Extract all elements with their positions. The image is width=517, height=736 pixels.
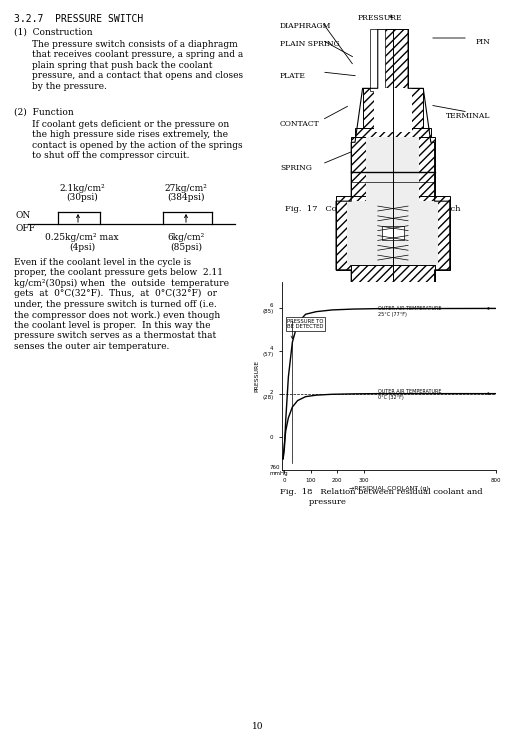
Bar <box>370 29 385 91</box>
Bar <box>362 88 423 132</box>
Bar <box>382 226 404 241</box>
Text: The pressure switch consists of a diaphragm
that receives coolant pressure, a sp: The pressure switch consists of a diaphr… <box>32 40 244 91</box>
Bar <box>378 29 408 91</box>
X-axis label: →RESIDUAL COOLANT (g): →RESIDUAL COOLANT (g) <box>349 486 429 491</box>
Text: 25°C (77°F): 25°C (77°F) <box>378 312 407 316</box>
Text: 3.2.7  PRESSURE SWITCH: 3.2.7 PRESSURE SWITCH <box>14 14 143 24</box>
Bar <box>351 265 435 289</box>
Text: 0.25kg/cm² max: 0.25kg/cm² max <box>45 233 119 242</box>
Bar <box>355 127 431 142</box>
Bar <box>378 285 408 314</box>
Text: OFF: OFF <box>15 224 35 233</box>
Text: 27kg/cm²: 27kg/cm² <box>164 184 207 193</box>
Text: 0°C (32°F): 0°C (32°F) <box>378 394 404 400</box>
Text: If coolant gets deficient or the pressure on
the high pressure side rises extrem: If coolant gets deficient or the pressur… <box>32 120 242 160</box>
Text: PIN: PIN <box>475 38 490 46</box>
Bar <box>336 197 450 270</box>
Text: 760
mmHg: 760 mmHg <box>270 465 288 476</box>
Text: PLATE: PLATE <box>280 72 306 80</box>
Text: CONTACT: CONTACT <box>280 120 320 128</box>
Text: (4psi): (4psi) <box>69 243 95 252</box>
Text: Even if the coolant level in the cycle is
proper, the coolant pressure gets belo: Even if the coolant level in the cycle i… <box>14 258 229 351</box>
Bar <box>351 138 435 201</box>
Text: PLAIN SPRING: PLAIN SPRING <box>280 40 340 48</box>
Text: OUTER AIR TEMPERATURE: OUTER AIR TEMPERATURE <box>378 389 442 394</box>
Bar <box>347 201 438 265</box>
Text: pressure: pressure <box>280 498 346 506</box>
Text: (30psi): (30psi) <box>66 193 98 202</box>
Text: Fig.  17   Construction of pressure switch: Fig. 17 Construction of pressure switch <box>285 205 461 213</box>
Text: OUTER AIR TEMPERATURE: OUTER AIR TEMPERATURE <box>378 306 442 311</box>
Text: SPRING: SPRING <box>280 164 312 172</box>
Text: (2)  Function: (2) Function <box>14 108 74 117</box>
Text: 2.1kg/cm²: 2.1kg/cm² <box>59 184 105 193</box>
Text: 6kg/cm²: 6kg/cm² <box>168 233 205 242</box>
Text: (85psi): (85psi) <box>170 243 202 252</box>
Text: PRESSURE: PRESSURE <box>358 14 403 22</box>
Bar <box>367 138 419 201</box>
Text: TERMINAL: TERMINAL <box>446 112 490 120</box>
Bar <box>374 88 412 132</box>
Text: PRESSURE TO
BE DETECTED: PRESSURE TO BE DETECTED <box>287 319 324 330</box>
Text: (384psi): (384psi) <box>168 193 205 202</box>
Text: ON: ON <box>15 211 31 220</box>
Y-axis label: PRESSURE: PRESSURE <box>254 360 260 392</box>
Text: (1)  Construction: (1) Construction <box>14 28 93 37</box>
Text: 10: 10 <box>252 722 264 731</box>
Text: Fig.  18   Relation between residual coolant and: Fig. 18 Relation between residual coolan… <box>280 488 483 496</box>
Text: DIAPHRAGM: DIAPHRAGM <box>280 22 331 30</box>
